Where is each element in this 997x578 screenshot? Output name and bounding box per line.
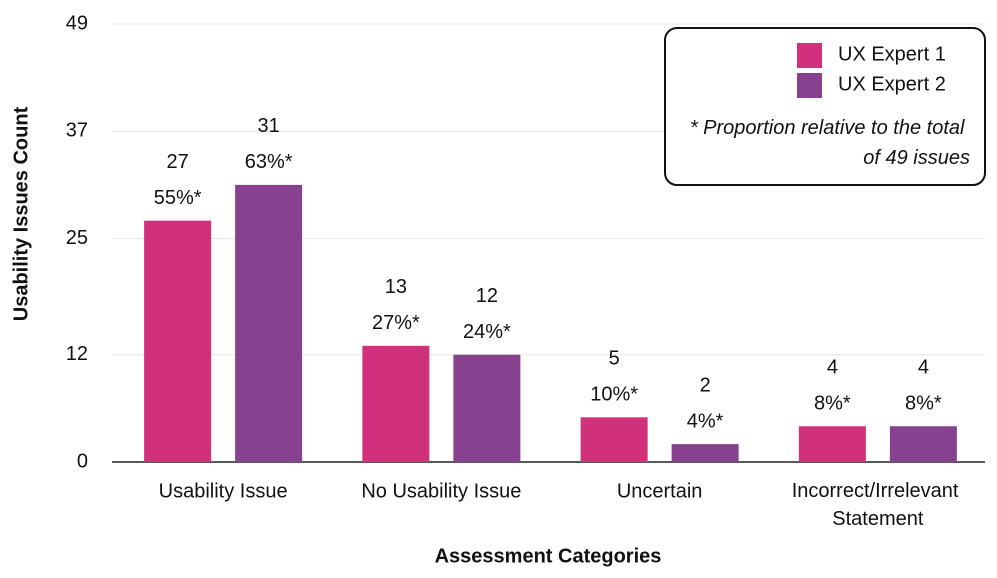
y-tick-label: 49 — [66, 12, 88, 34]
legend-swatch — [797, 73, 822, 98]
bar — [580, 417, 648, 462]
value-label: 13 — [385, 276, 407, 298]
bar — [362, 345, 430, 462]
legend-label: UX Expert 1 — [838, 43, 946, 65]
bar — [798, 426, 866, 462]
bar — [144, 220, 212, 462]
percent-label: 8%* — [814, 393, 851, 415]
value-label: 5 — [609, 348, 620, 370]
percent-label: 55%* — [154, 187, 202, 209]
legend-note: * Proportion relative to the total of 49… — [690, 117, 970, 169]
legend-box — [664, 27, 986, 186]
percent-label: 8%* — [905, 393, 942, 415]
x-tick-label: No Usability Issue — [361, 480, 521, 502]
x-tick-label: Incorrect/Irrelevant Statement — [792, 480, 964, 530]
x-tick-label: Usability Issue — [159, 480, 288, 502]
bar — [671, 444, 739, 462]
bar — [889, 426, 957, 462]
value-label: 4 — [827, 357, 838, 379]
value-label: 4 — [918, 357, 929, 379]
percent-label: 10%* — [590, 384, 638, 406]
legend-label: UX Expert 2 — [838, 73, 946, 95]
y-tick-label: 25 — [66, 227, 88, 249]
value-label: 2 — [700, 374, 711, 396]
y-tick-label: 0 — [77, 450, 88, 472]
y-axis-title: Usability Issues Count — [10, 106, 32, 321]
legend-swatch — [797, 43, 822, 68]
value-label: 12 — [476, 285, 498, 307]
percent-label: 4%* — [687, 410, 724, 432]
y-tick-label: 37 — [66, 120, 88, 142]
x-axis-title: Assessment Categories — [435, 545, 662, 567]
value-label: 31 — [258, 115, 280, 137]
percent-label: 63%* — [245, 151, 293, 173]
legend: UX Expert 1 UX Expert 2 * Proportion relat… — [664, 27, 986, 186]
bar — [453, 354, 521, 462]
bar — [235, 184, 303, 463]
x-tick-label: Uncertain — [617, 480, 703, 502]
percent-label: 27%* — [372, 312, 420, 334]
percent-label: 24%* — [463, 321, 511, 343]
y-tick-label: 12 — [66, 343, 88, 365]
value-label: 27 — [167, 151, 189, 173]
